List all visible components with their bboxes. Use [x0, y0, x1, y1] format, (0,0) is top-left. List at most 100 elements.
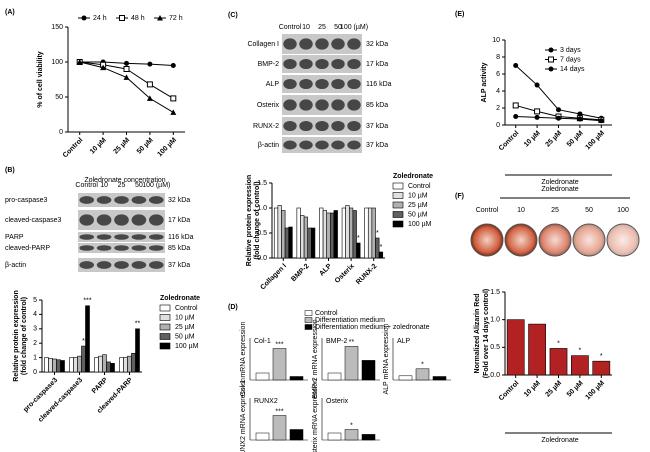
lane-label: 50 [135, 182, 143, 189]
legend-label: Control [315, 310, 338, 317]
bar [506, 319, 525, 376]
legend-label: 48 h [131, 15, 145, 22]
blot-band [315, 78, 329, 90]
bar [364, 207, 369, 259]
bar [356, 242, 361, 259]
significance: * [82, 338, 85, 345]
bar [571, 355, 589, 376]
blot-band [347, 78, 361, 90]
blot-band [148, 214, 164, 226]
blot-band [148, 261, 164, 269]
blot-band [131, 214, 147, 226]
legend-swatch [159, 342, 171, 350]
blot-label: cleaved-PARP [5, 245, 50, 252]
lane-label: 25 [318, 24, 326, 31]
well-label: Control [476, 207, 499, 214]
blot-band [114, 214, 129, 226]
significance: * [557, 340, 560, 347]
marker [577, 116, 583, 122]
y-tick-label: 2 [496, 105, 500, 112]
bar [69, 357, 74, 373]
well-label: 50 [585, 207, 593, 214]
blot-band [114, 261, 129, 269]
x-axis-label: Zoledronate concentration [84, 177, 165, 184]
blot-label: pro-caspase3 [5, 197, 48, 204]
blot-band [96, 261, 112, 269]
blot-band [79, 196, 95, 204]
bar [281, 210, 286, 259]
legend-label: Control [175, 305, 198, 312]
significance: ** [349, 339, 355, 346]
legend-label: 7 days [560, 56, 581, 63]
bar [48, 358, 53, 373]
lane-label: 25 [118, 182, 126, 189]
bar [367, 207, 373, 259]
blot-band [148, 234, 164, 240]
legend-label: 10 µM [175, 314, 195, 321]
marker [513, 114, 519, 119]
panel-title: Col-1 [254, 338, 271, 345]
marker [170, 109, 177, 115]
y-tick-label: 8 [496, 54, 500, 61]
legend-label: 50 µM [175, 333, 195, 340]
bar [361, 434, 376, 441]
legend-label: Control [408, 183, 431, 190]
well [572, 223, 606, 257]
blot-band [299, 78, 313, 90]
blot-band [315, 140, 329, 150]
blot-kda: 116 kDa [366, 81, 392, 88]
blot-band [283, 99, 297, 111]
bar [110, 363, 115, 373]
y-tick-label: 1.5 [257, 180, 267, 187]
blot-band [315, 120, 329, 132]
x-tick-label: 10 µM [523, 380, 542, 399]
significance: * [350, 422, 353, 429]
blot-band [283, 58, 297, 70]
blot-kda: 37 kDa [366, 123, 388, 130]
y-tick-label: 4 [33, 311, 37, 318]
x-tick-label: cleaved-caspase3 [37, 377, 84, 424]
x-tick-label: 10 µM [523, 130, 542, 149]
lane-label: Control [75, 182, 98, 189]
y-axis-label: Col-1 mRNA expression [240, 322, 247, 397]
bar [127, 355, 132, 373]
y-tick-label: 0.5 [490, 344, 500, 351]
bar [102, 354, 107, 373]
marker [556, 115, 561, 121]
bar [272, 348, 287, 381]
blot-band [347, 140, 361, 150]
legend-label: Differentiation medium + zoledronate [315, 324, 430, 331]
legend-marker [548, 56, 554, 63]
legend-swatch [392, 182, 404, 190]
well-label: 10 [517, 207, 525, 214]
legend-swatch [304, 324, 313, 330]
bar [296, 207, 301, 259]
bar [592, 360, 611, 376]
marker [146, 81, 153, 88]
bar [300, 215, 305, 259]
blot-band [299, 58, 313, 70]
bar [341, 207, 346, 259]
blot-band [283, 78, 297, 90]
marker [513, 63, 519, 68]
panel-label: (F) [455, 193, 464, 200]
marker [512, 102, 519, 109]
legend-swatch [304, 317, 313, 323]
bar [528, 323, 546, 376]
x-tick-label: 50 µM [566, 380, 585, 399]
y-tick-label: 4 [496, 88, 500, 95]
bar [345, 205, 350, 259]
marker [170, 63, 176, 68]
significance: * [380, 244, 383, 251]
blot-band [148, 245, 164, 251]
panel-label: (A) [5, 9, 15, 16]
y-tick-label: 6 [496, 71, 500, 78]
blot-band [347, 99, 361, 111]
marker [123, 74, 130, 80]
blot-band [114, 196, 129, 204]
blot-band [315, 38, 329, 50]
blot-band [347, 58, 361, 70]
blot-kda: 32 kDa [366, 41, 388, 48]
bar [344, 346, 359, 381]
x-tick-label: 100 µM [584, 380, 606, 402]
